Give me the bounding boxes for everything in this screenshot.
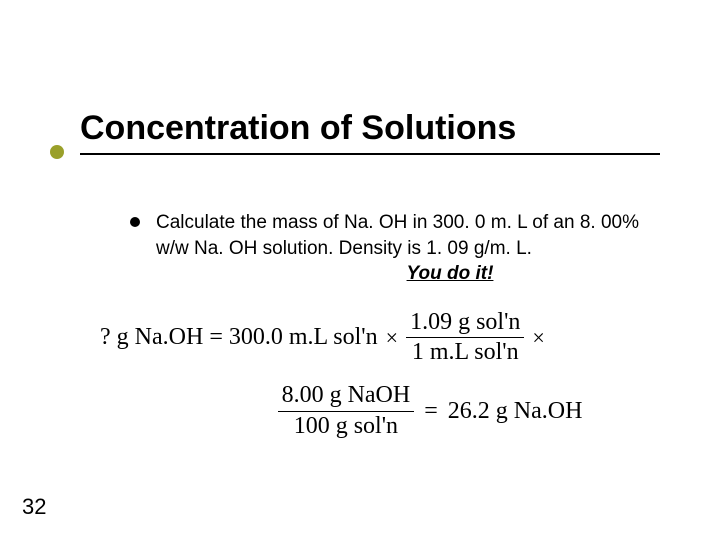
- eq-frac2-den: 100 g sol'n: [290, 414, 402, 439]
- eq-frac2-num: 8.00 g NaOH: [278, 383, 415, 408]
- you-do-it-label: You do it!: [230, 263, 670, 285]
- bullet-item: Calculate the mass of Na. OH in 300. 0 m…: [130, 210, 670, 261]
- slide: Concentration of Solutions Calculate the…: [0, 0, 720, 540]
- eq-result-equals: =: [424, 398, 438, 425]
- eq-lhs: ? g Na.OH: [100, 324, 203, 351]
- fraction-bar-icon: [278, 411, 415, 412]
- eq-term1: 300.0 m.L sol'n: [229, 324, 378, 351]
- bullet-dot-icon: [130, 217, 140, 227]
- title-accent-dot: [50, 145, 64, 159]
- page-number: 32: [22, 494, 46, 520]
- fraction-bar-icon: [406, 337, 524, 338]
- equation-line-2: 8.00 g NaOH 100 g sol'n = 26.2 g Na.OH: [180, 383, 680, 438]
- title-underline: [80, 153, 660, 155]
- eq-times-trailing: ×: [530, 325, 546, 351]
- eq-frac-1: 1.09 g sol'n 1 m.L sol'n: [406, 310, 524, 365]
- title-block: Concentration of Solutions: [80, 110, 660, 155]
- eq-equals: =: [209, 324, 223, 351]
- eq-frac1-den: 1 m.L sol'n: [408, 340, 523, 365]
- eq-result: 26.2 g Na.OH: [448, 398, 583, 425]
- slide-title: Concentration of Solutions: [80, 110, 660, 147]
- eq-frac1-num: 1.09 g sol'n: [406, 310, 524, 335]
- eq-frac-2: 8.00 g NaOH 100 g sol'n: [278, 383, 415, 438]
- equation-area: ? g Na.OH = 300.0 m.L sol'n × 1.09 g sol…: [100, 310, 680, 439]
- bullet-text: Calculate the mass of Na. OH in 300. 0 m…: [156, 210, 670, 261]
- equation-line-1: ? g Na.OH = 300.0 m.L sol'n × 1.09 g sol…: [100, 310, 680, 365]
- body-block: Calculate the mass of Na. OH in 300. 0 m…: [130, 210, 670, 285]
- eq-times-1: ×: [384, 325, 400, 351]
